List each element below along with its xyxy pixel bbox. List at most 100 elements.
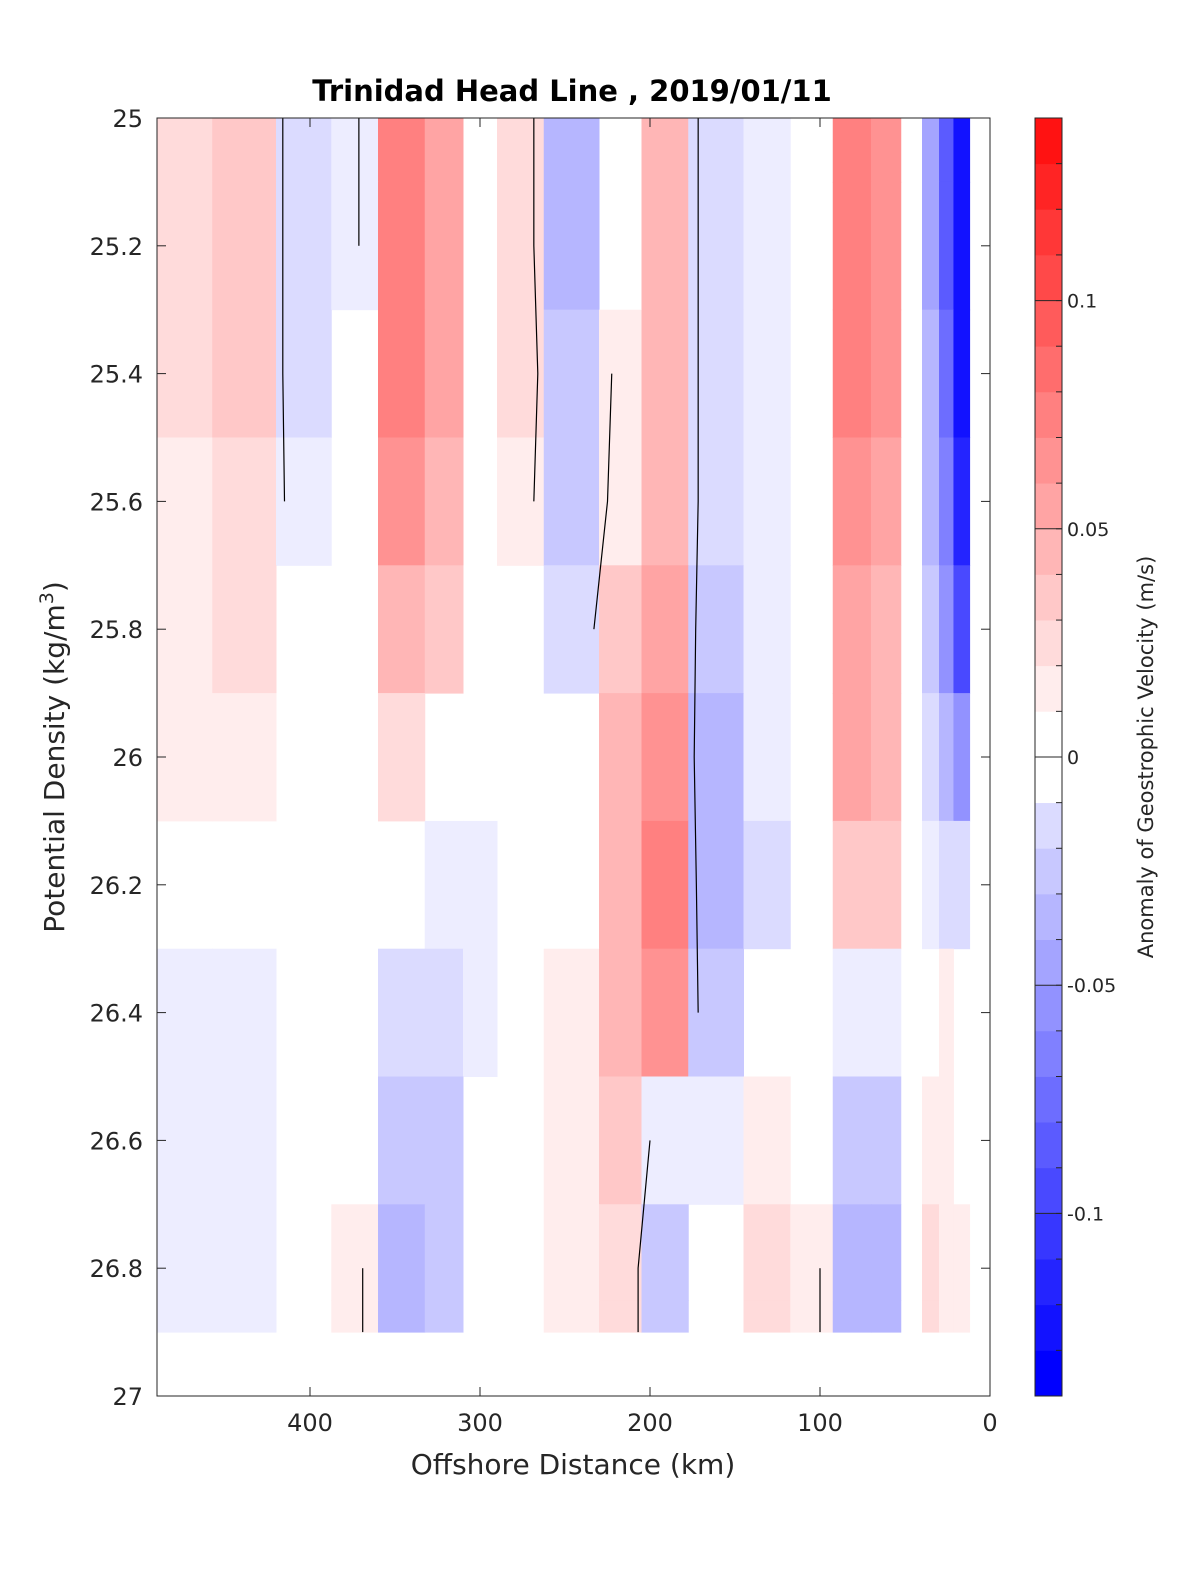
colorbar-tick-label: 0 [1067,747,1079,769]
field-cell [463,948,498,1077]
field-cell [871,565,902,694]
field-cell [953,1300,971,1333]
field-cell [922,309,940,438]
field-cell [641,948,689,1077]
field-cell [871,437,902,566]
field-cell [157,1076,213,1205]
colorbar-band [1035,574,1062,621]
field-cell [641,1300,689,1333]
field-cell [832,181,872,311]
colorbar-band [1035,391,1062,438]
field-cell [743,820,791,950]
field-cell [599,1204,642,1301]
field-cell [939,948,954,1077]
y-tick-label: 26.4 [90,1000,143,1028]
colorbar-band [1035,483,1062,530]
plot-area [156,117,991,1397]
field-cell [953,1204,971,1301]
y-tick-label: 26 [112,744,143,772]
field-cell [212,1076,277,1205]
field-cell [276,437,332,566]
colorbar-tick-label: -0.05 [1067,975,1116,997]
field-cell [543,118,600,183]
field-cell [599,1076,642,1205]
colorbar-band [1035,665,1062,712]
field-cell [424,437,464,566]
field-cell [939,565,954,694]
colorbar: 0.1 0.05 0 -0.05 -0.1 Anomaly of Geostrophic… [1034,117,1158,1397]
field-cell [378,118,426,183]
colorbar-bands [1035,118,1062,1397]
field-cell [378,1300,426,1333]
field-cell [953,820,971,950]
chart-title: Trinidad Head Line , 2019/01/11 [312,74,832,108]
field-cell [157,181,213,311]
field-cell [871,1076,902,1205]
field-cell [939,1300,954,1333]
field-cell [599,948,642,1077]
y-tick-label: 26.2 [90,872,143,900]
field-cell [641,1204,689,1301]
field-cell [599,565,642,694]
field-cell [939,1076,954,1205]
field-cell [871,118,902,183]
field-cell [743,437,791,566]
colorbar-band [1035,163,1062,210]
field-cell [543,948,600,1077]
field-cell [543,181,600,311]
field-cell [832,565,872,694]
field-cell [276,181,332,311]
zero-contour [282,118,286,502]
field-cell [157,1300,213,1333]
colorbar-band [1035,848,1062,895]
field-cell [871,1300,902,1333]
field-cell [939,820,954,950]
y-tick-label: 25.2 [90,233,143,261]
colorbar-band [1035,757,1062,804]
field-cell [922,693,940,822]
colorbar-tick-label: 0.05 [1067,519,1109,541]
field-cell [641,1076,689,1205]
field-cell [743,693,791,822]
field-cell [543,309,600,438]
field-cell [743,118,791,183]
field-cell [743,1204,791,1301]
field-cell [212,309,277,438]
field-cell [378,948,426,1077]
field-cell [832,437,872,566]
field-cell [212,118,277,183]
field-cell [212,437,277,566]
field-cell [463,820,498,950]
field-cell [922,1300,940,1333]
field-cell [424,181,464,311]
field-cell [922,118,940,183]
field-cell [871,820,902,950]
colorbar-band [1035,711,1062,758]
field-cell [832,1076,872,1205]
field-cell [922,181,940,311]
y-axis-label: Potential Density (kg/m3) [36,581,71,933]
field-cell [922,565,940,694]
x-axis-label: Offshore Distance (km) [411,1448,736,1481]
field-cell [871,948,902,1077]
field-cell [832,948,872,1077]
field-cell [331,181,379,311]
colorbar-band [1035,346,1062,393]
velocity-field [157,118,971,1333]
field-cell [939,437,954,566]
field-cell [871,693,902,822]
field-cell [939,118,954,183]
colorbar-band [1035,1350,1062,1397]
colorbar-band [1035,893,1062,940]
field-cell [688,948,744,1077]
field-cell [157,948,213,1077]
y-tick-label: 25.4 [90,361,143,389]
field-cell [953,565,971,694]
y-axis-label-superscript: 3 [36,592,58,604]
field-cell [953,181,971,311]
field-cell [157,693,213,822]
field-cell [212,565,277,694]
colorbar-band [1035,939,1062,986]
x-tick-label: 200 [627,1409,673,1437]
